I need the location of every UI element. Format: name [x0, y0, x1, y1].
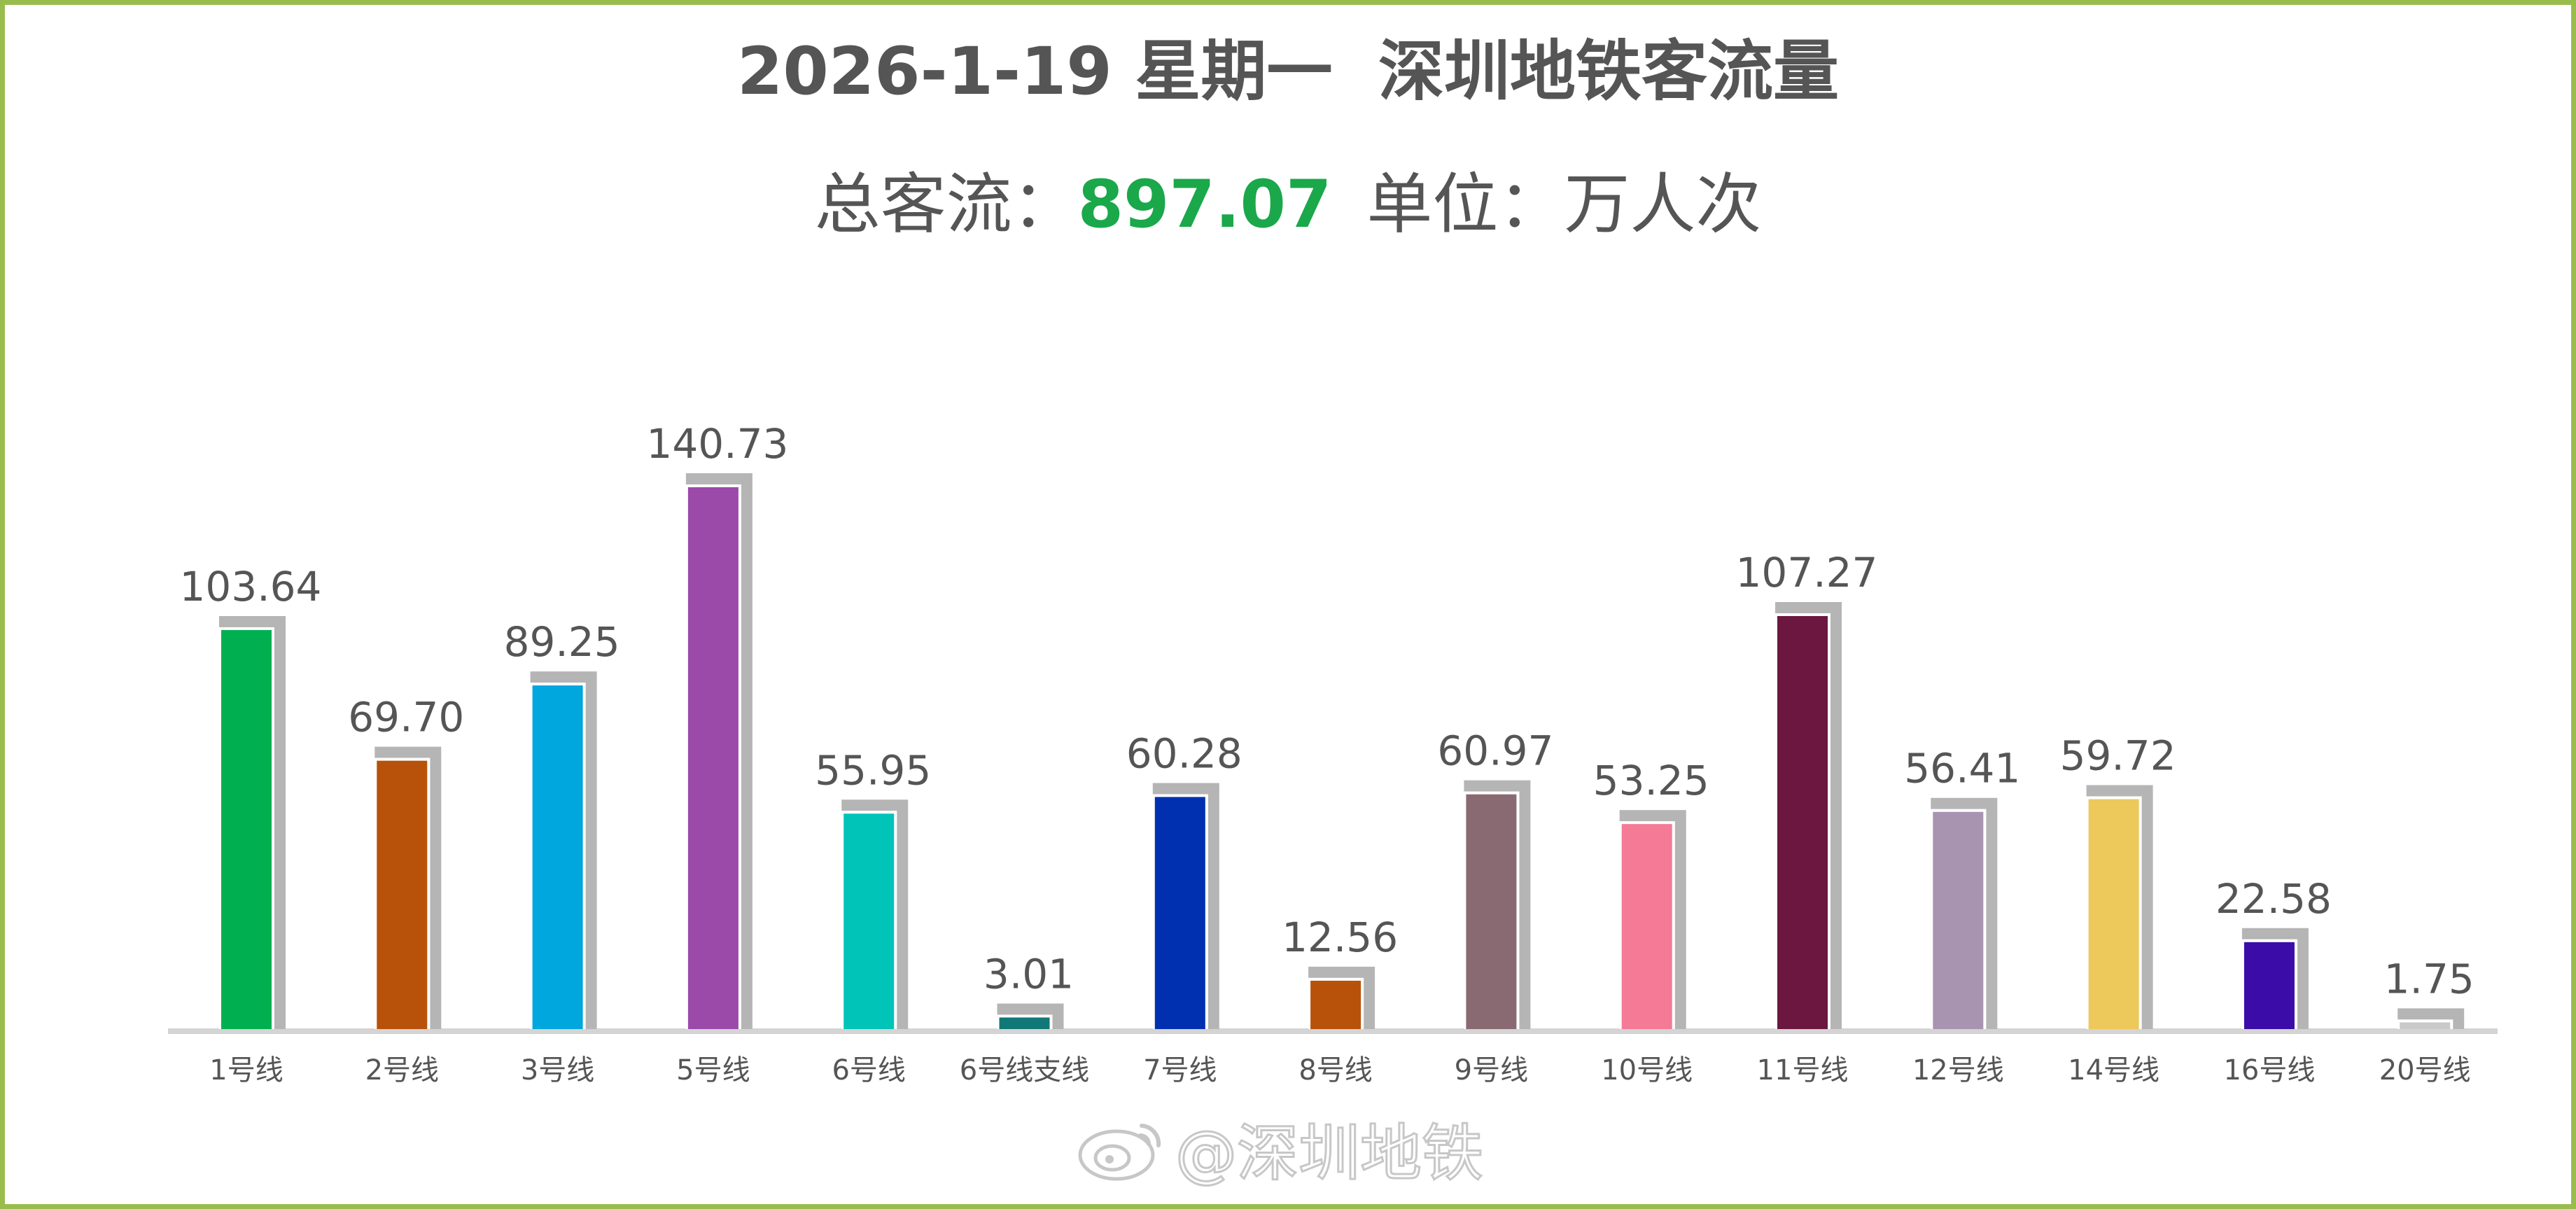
data-label-15: 1.75 [2384, 955, 2474, 1002]
bar-shadow-9 [1464, 780, 1531, 1029]
bar-2 [377, 760, 428, 1029]
data-label-1: 103.64 [180, 563, 322, 610]
bar-shadow-5 [841, 799, 909, 1029]
bar-shadow-14 [2241, 928, 2309, 1029]
bar-13 [2088, 799, 2139, 1029]
bar-shadow-7 [1152, 783, 1219, 1029]
chart-subtitle: 总客流：897.07 单位：万人次 [0, 160, 2576, 251]
bar-1 [221, 629, 272, 1029]
data-label-12: 56.41 [1904, 745, 2020, 792]
category-label-13: 14号线 [2068, 1054, 2160, 1086]
category-label-9: 9号线 [1455, 1054, 1528, 1086]
bar-12 [1933, 811, 1984, 1029]
data-label-10: 53.25 [1593, 757, 1709, 804]
category-label-12: 12号线 [1912, 1054, 2004, 1086]
bar-shadow-1 [219, 615, 286, 1029]
watermark: @深圳地铁 [1074, 1110, 1485, 1190]
watermark-text: @深圳地铁 [1174, 1116, 1484, 1190]
total-label: 总客流： [814, 167, 1078, 243]
category-label-11: 11号线 [1757, 1054, 1849, 1086]
bar-10 [1621, 824, 1672, 1029]
category-label-10: 10号线 [1601, 1054, 1693, 1086]
bar-8 [1310, 980, 1362, 1029]
category-label-3: 3号线 [521, 1054, 594, 1086]
bar-shadow-10 [1619, 810, 1686, 1029]
bar-11 [1777, 616, 1828, 1029]
category-label-15: 20号线 [2379, 1054, 2471, 1086]
bar-shadow-2 [374, 746, 442, 1029]
category-label-1: 1号线 [209, 1054, 283, 1086]
data-label-6: 3.01 [983, 950, 1074, 998]
data-label-5: 55.95 [815, 746, 931, 794]
total-value: 897.07 [1077, 167, 1332, 243]
bar-shadow-15 [2398, 1008, 2465, 1029]
data-label-11: 107.27 [1736, 549, 1878, 596]
bar-3 [532, 685, 583, 1029]
bar-14 [2244, 942, 2295, 1029]
bar-15 [2400, 1022, 2451, 1029]
data-label-13: 59.72 [2060, 732, 2176, 780]
category-label-2: 2号线 [365, 1054, 439, 1086]
data-label-14: 22.58 [2216, 875, 2332, 923]
data-label-8: 12.56 [1282, 914, 1398, 961]
category-label-8: 8号线 [1298, 1054, 1372, 1086]
bar-5 [844, 813, 895, 1029]
data-label-7: 60.28 [1126, 729, 1242, 777]
category-label-5: 6号线 [832, 1054, 905, 1086]
bar-shadow-11 [1775, 602, 1842, 1029]
chart-title: 2026-1-19 星期一 深圳地铁客流量 [736, 34, 1840, 110]
bar-7 [1154, 797, 1205, 1029]
category-label-14: 16号线 [2223, 1054, 2315, 1086]
data-label-2: 69.70 [348, 694, 464, 741]
unit-label: 单位：万人次 [1366, 167, 1762, 243]
category-label-4: 5号线 [676, 1054, 750, 1086]
bar-shadow-6 [997, 1003, 1064, 1029]
bar-shadow-12 [1931, 797, 1998, 1029]
data-label-4: 140.73 [646, 420, 788, 468]
data-label-3: 89.25 [504, 618, 620, 666]
bar-4 [687, 487, 738, 1029]
data-label-9: 60.97 [1437, 727, 1553, 775]
category-label-6: 6号线支线 [960, 1054, 1089, 1086]
bar-6 [999, 1017, 1050, 1029]
category-label-7: 7号线 [1143, 1054, 1217, 1086]
bar-9 [1466, 794, 1517, 1029]
bar-shadow-4 [685, 473, 752, 1029]
bar-shadow-8 [1308, 966, 1376, 1029]
bar-shadow-13 [2086, 785, 2153, 1029]
weibo-icon [1078, 1124, 1161, 1181]
bar-shadow-3 [530, 671, 597, 1029]
